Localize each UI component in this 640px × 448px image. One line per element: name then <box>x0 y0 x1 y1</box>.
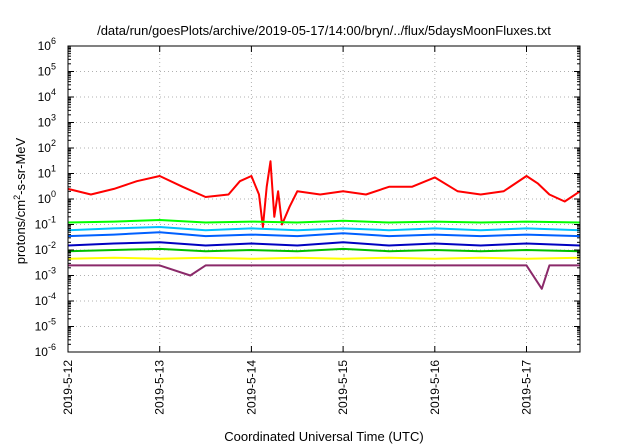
x-tick-label: 2019-5-16 <box>428 360 442 415</box>
y-tick-label: 106 <box>38 36 56 53</box>
y-axis-label: protons/cm2-s-sr-MeV <box>12 137 28 264</box>
y-axis-label-unit: protons/cm <box>13 200 28 264</box>
y-tick-label: 102 <box>38 138 56 155</box>
x-tick-labels: 2019-5-12 2019-5-13 2019-5-14 2019-5-15 2019… <box>61 360 534 415</box>
y-tick-label: 10-4 <box>35 291 56 308</box>
series-line-8 <box>68 264 580 290</box>
y-tick-label: 10-5 <box>35 317 56 334</box>
x-tick-label: 2019-5-13 <box>153 360 167 415</box>
y-tick-label: 104 <box>38 87 56 104</box>
y-tick-label: 10-2 <box>35 240 56 257</box>
y-tick-label: 100 <box>38 189 56 206</box>
x-tick-label: 2019-5-14 <box>244 360 258 415</box>
chart-title: /data/run/goesPlots/archive/2019-05-17/1… <box>97 23 551 38</box>
series-line-3 <box>67 226 581 232</box>
y-tick-label: 10-3 <box>35 266 56 283</box>
grid-lines <box>67 46 580 352</box>
y-tick-label: 10-6 <box>35 342 56 359</box>
x-tick-label: 2019-5-15 <box>336 360 350 415</box>
series-line-5 <box>67 241 581 247</box>
series-line-6 <box>67 247 581 253</box>
x-axis-label: Coordinated Universal Time (UTC) <box>224 429 423 444</box>
series-line-4 <box>67 231 581 238</box>
series-line-2 <box>67 219 581 224</box>
x-tick-label: 2019-5-17 <box>520 360 534 415</box>
y-axis-label-rest: -s-sr-MeV <box>13 137 28 194</box>
y-tick-label: 10-1 <box>35 215 56 232</box>
x-tick-label: 2019-5-12 <box>61 360 75 415</box>
y-tick-labels: 10-6 10-5 10-4 10-3 10-2 10-1 100 101 102 103 104 1… <box>35 36 56 359</box>
axis-ticks <box>67 45 580 353</box>
y-axis-label-exponent: 2 <box>12 195 22 200</box>
series-layer <box>67 160 581 290</box>
series-line-7 <box>67 256 581 260</box>
y-tick-label: 105 <box>38 62 56 79</box>
series-line-1 <box>67 160 581 228</box>
y-tick-label: 101 <box>38 164 56 181</box>
y-tick-label: 103 <box>38 113 56 130</box>
